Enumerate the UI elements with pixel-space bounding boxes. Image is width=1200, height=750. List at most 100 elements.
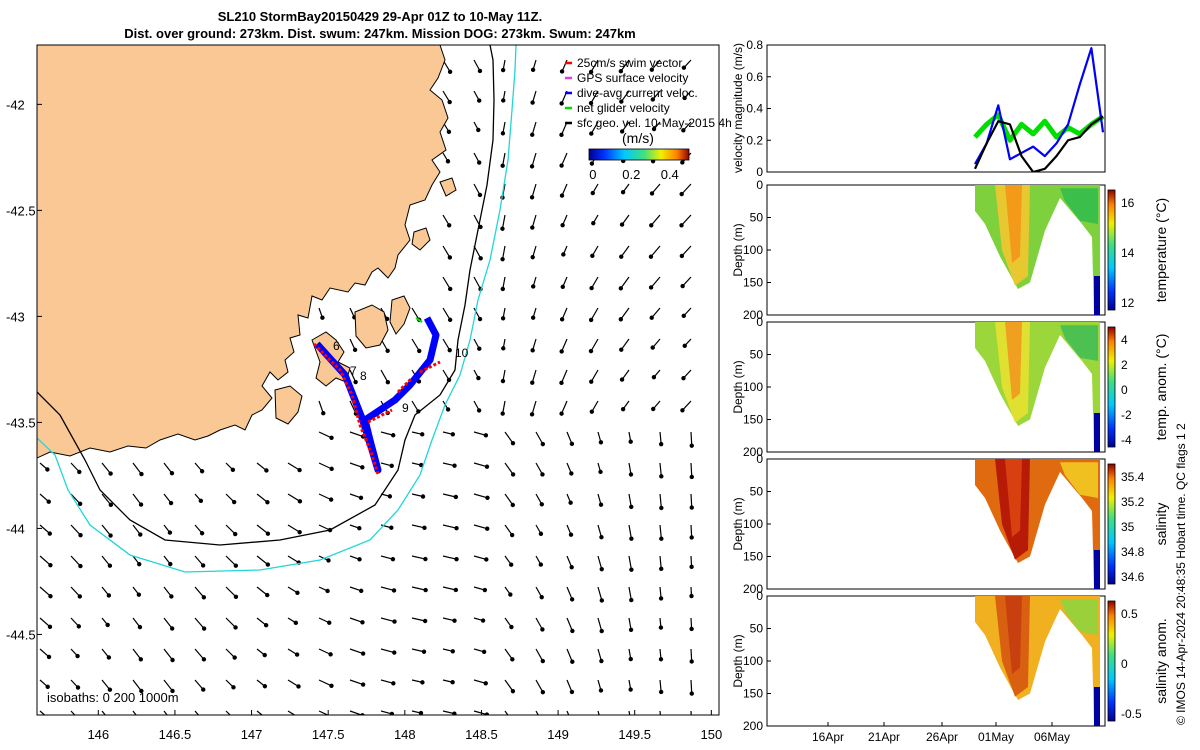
velocity-arrowhead — [452, 618, 457, 623]
velocity-arrow — [659, 493, 662, 508]
glider-track — [312, 316, 441, 475]
time-axis-ticks: 16Apr 21Apr 26Apr 01May 06May — [812, 722, 1070, 744]
velocity-arrow — [225, 710, 231, 715]
velocity-arrow — [620, 307, 630, 320]
velocity-arrowhead — [591, 220, 596, 226]
velocity-arrowhead — [690, 723, 693, 726]
velocity-arrow — [411, 555, 426, 560]
velocity-arrowhead — [599, 534, 604, 540]
velocity-arrowhead — [447, 347, 452, 353]
velocity-arrowhead — [325, 588, 330, 594]
velocity-arrowhead — [262, 652, 267, 658]
velocity-arrowhead — [391, 681, 396, 686]
section-y-tick-label: 0 — [756, 178, 763, 192]
velocity-arrowhead — [651, 406, 656, 412]
velocity-arrowhead — [648, 254, 654, 259]
velocity-arrowhead — [360, 682, 366, 687]
velocity-arrow — [163, 710, 168, 715]
velocity-arrowhead — [500, 411, 505, 416]
section-colorbar — [1107, 463, 1116, 585]
velocity-arrowhead — [483, 433, 489, 438]
velocity-arrowhead — [658, 625, 664, 630]
velocity-arrowhead — [659, 505, 664, 511]
section-colorbar-tick: 0 — [1121, 383, 1128, 397]
velocity-arrow — [535, 648, 544, 662]
velocity-arrowhead — [628, 656, 633, 662]
velocity-arrowhead — [295, 590, 300, 595]
map-y-tick-label: -42 — [6, 97, 25, 112]
map-legend: 25cm/s swim vector GPS surface velocity … — [565, 56, 732, 130]
velocity-arrowhead — [619, 99, 624, 104]
velocity-arrow — [442, 524, 457, 529]
section-colorbar-tick: 14 — [1121, 246, 1135, 260]
velocity-arrow — [681, 245, 692, 257]
velocity-arrowhead — [391, 588, 397, 593]
velocity-arrowhead — [484, 557, 489, 562]
legend-sfc-label: sfc geo. vel. 10-May-2015 4h — [577, 116, 732, 130]
section-colorbar-tick: 2 — [1121, 358, 1128, 372]
velocity-arrowhead — [264, 468, 269, 473]
velocity-arrowhead — [198, 498, 204, 504]
isobath-note: isobaths: 0 200 1000m — [47, 690, 179, 705]
velocity-arrow — [650, 245, 661, 258]
velocity-arrowhead — [453, 587, 459, 593]
velocity-arrowhead — [500, 286, 505, 292]
velocity-arrow — [690, 679, 693, 694]
velocity-arrowhead — [679, 223, 684, 228]
velocity-arrowhead — [476, 127, 481, 133]
velocity-arrowhead — [658, 657, 664, 662]
velocity-arrowhead — [168, 500, 174, 506]
track-day-label: 6 — [333, 339, 340, 353]
velocity-arrowhead — [358, 495, 364, 501]
velocity-arrow — [256, 524, 269, 535]
map-y-tick-label: -42.5 — [6, 203, 36, 218]
map-y-tick-label: -43.5 — [6, 415, 36, 430]
velocity-arrowhead — [589, 161, 595, 166]
velocity-arrow — [132, 493, 142, 505]
velocity-arrow — [70, 493, 81, 505]
velocity-arrowhead — [446, 223, 452, 228]
velocity-arrowhead — [680, 408, 685, 413]
section-y-tick-label: 100 — [743, 654, 763, 668]
velocity-arrowhead — [530, 380, 535, 385]
velocity-arrow — [194, 586, 205, 598]
velocity-arrowhead — [358, 588, 364, 594]
velocity-arrowhead — [559, 101, 564, 106]
velocity-arrowhead — [109, 720, 112, 723]
velocity-arrowhead — [445, 159, 451, 164]
velocity-arrow — [473, 493, 488, 499]
velocity-arrow — [132, 710, 137, 715]
velocity-arrowhead — [422, 618, 428, 624]
section-colorbar-tick: 34.8 — [1121, 545, 1145, 559]
velocity-arrowhead — [569, 689, 575, 695]
velocity-arrowhead — [510, 688, 516, 694]
map-x-tick-label: 148 — [394, 727, 416, 742]
velocity-arrowhead — [500, 131, 506, 136]
velocity-arrowhead — [500, 316, 506, 321]
velocity-arrowhead — [570, 659, 575, 664]
velocity-arrowhead — [598, 688, 604, 693]
map-y-ticks: -42 -42.5 -43 -43.5 -44 -44.5 — [6, 97, 42, 642]
velocity-arrowhead — [588, 69, 594, 75]
velocity-arrowhead — [231, 685, 236, 690]
track-day-label: 7 — [350, 364, 357, 378]
velocity-arrowhead — [360, 465, 365, 470]
colorbar-tick-label: 0 — [589, 167, 596, 182]
velocity-arrowhead — [560, 222, 565, 228]
section-y-tick-label: 0 — [756, 315, 763, 329]
velocity-arrowhead — [77, 469, 82, 475]
velocity-arrowhead — [618, 286, 624, 291]
velocity-arrowhead — [230, 467, 236, 472]
time-tick-label: 06May — [1034, 730, 1070, 744]
velocity-arrowhead — [477, 346, 482, 351]
section-core-2 — [1005, 185, 1022, 263]
swim-vector-track — [312, 342, 380, 475]
velocity-arrow — [442, 307, 451, 321]
velocity-arrowhead — [447, 99, 452, 105]
velocity-arrowhead — [107, 563, 113, 568]
velocity-arrowhead — [599, 658, 604, 664]
velocity-arrowhead — [199, 469, 205, 474]
velocity-arrowhead — [485, 526, 490, 531]
map-x-tick-label: 149.5 — [618, 727, 651, 742]
velocity-arrowhead — [589, 285, 594, 291]
